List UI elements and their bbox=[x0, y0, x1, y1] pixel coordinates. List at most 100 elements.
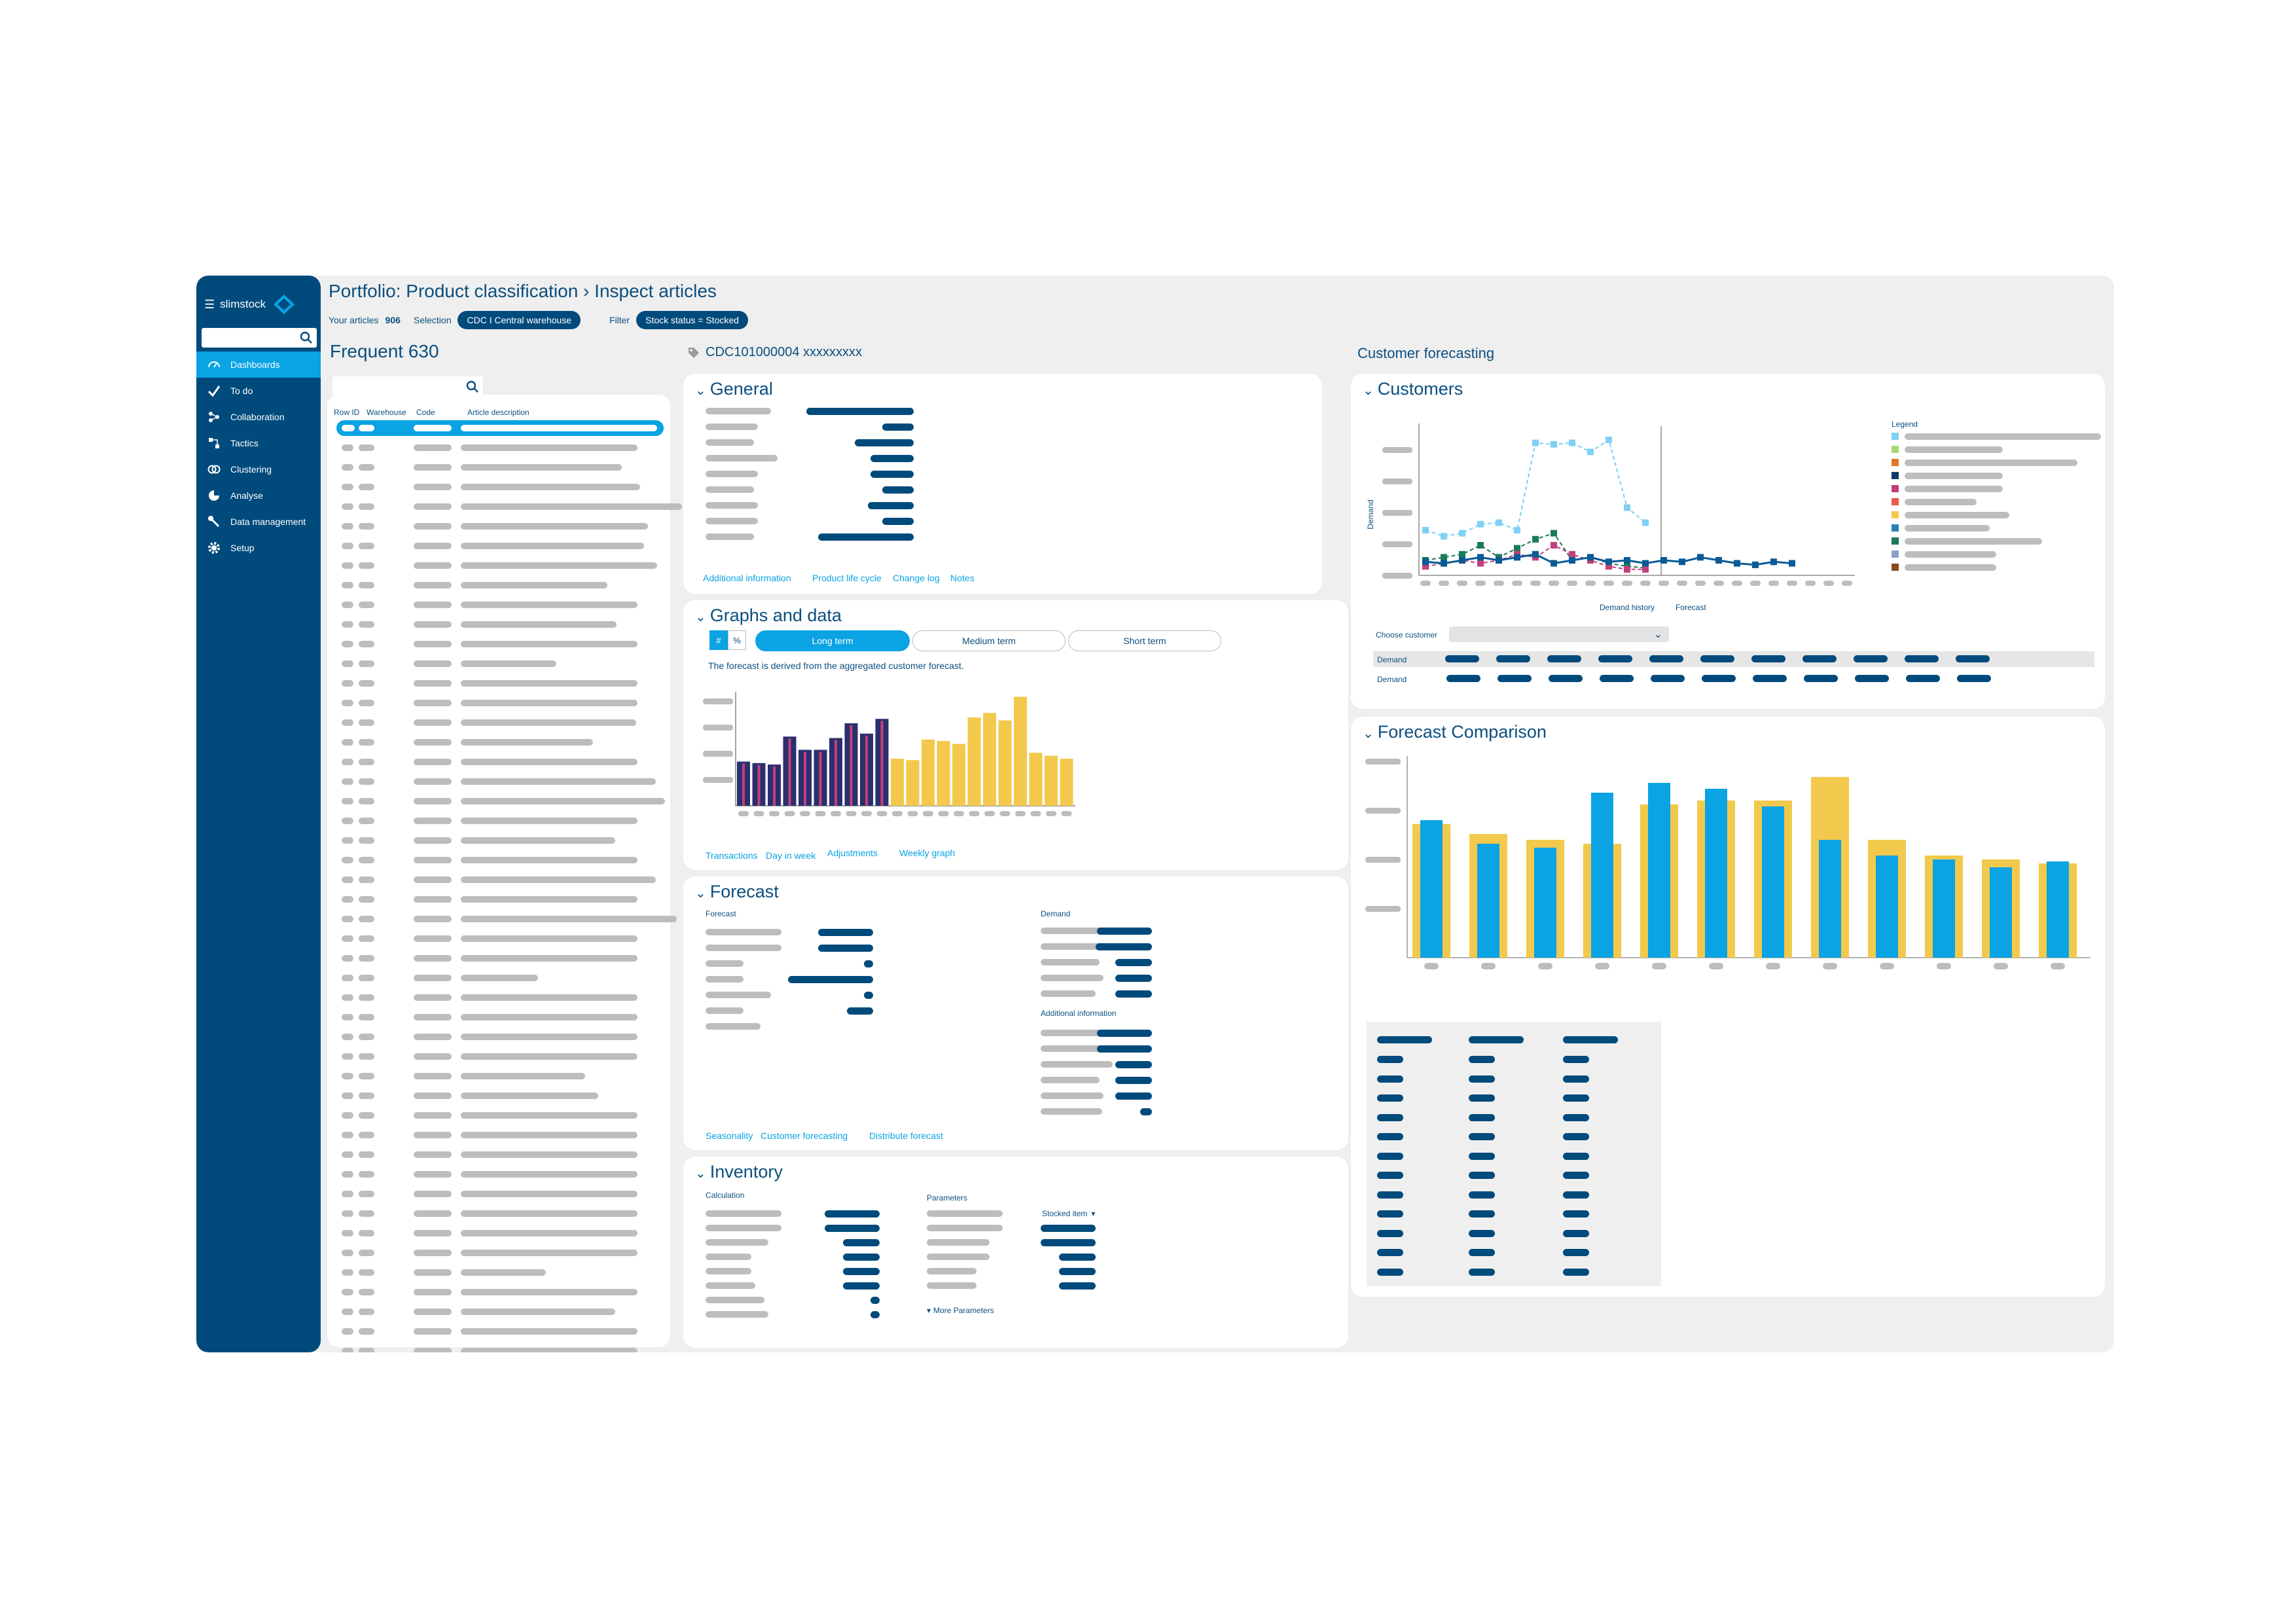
link-weekly-graph[interactable]: Weekly graph bbox=[899, 848, 956, 858]
series-marker bbox=[1441, 560, 1447, 567]
customers-y-axis-label: Demand bbox=[1366, 499, 1375, 530]
forecast-comparison-card: ⌄ Forecast Comparison bbox=[1351, 717, 2105, 1297]
sidebar-item-label: Clustering bbox=[230, 464, 272, 475]
calculation-value bbox=[825, 1210, 880, 1218]
x-tick-label bbox=[1937, 963, 1951, 969]
stocked-item-dropdown[interactable]: Stocked item ▾ bbox=[1042, 1209, 1095, 1218]
sidebar-search-input[interactable] bbox=[202, 328, 317, 348]
cell-code bbox=[414, 876, 452, 883]
sidebar-item-todo[interactable]: To do bbox=[196, 378, 321, 404]
legend-swatch bbox=[1892, 564, 1899, 571]
toggle-absolute-button[interactable]: # bbox=[709, 630, 728, 650]
article-list-panel: Row ID Warehouse Code Article descriptio… bbox=[327, 376, 682, 1352]
link-adjustments[interactable]: Adjustments bbox=[827, 848, 878, 858]
link-distribute-forecast[interactable]: Distribute forecast bbox=[869, 1130, 943, 1141]
cell-code bbox=[414, 1092, 452, 1099]
series-marker bbox=[1624, 566, 1630, 573]
forecast-comparison-header[interactable]: ⌄ Forecast Comparison bbox=[1363, 722, 1547, 742]
cell-code bbox=[414, 798, 452, 804]
link-additional-information[interactable]: Additional information bbox=[703, 573, 791, 583]
legend-swatch bbox=[1892, 498, 1899, 505]
cell-description bbox=[461, 1171, 637, 1178]
field-value bbox=[806, 408, 914, 415]
x-tick-label bbox=[1695, 581, 1706, 586]
collaboration-icon bbox=[209, 412, 219, 422]
cell-warehouse bbox=[359, 837, 374, 844]
column-header-row-id[interactable]: Row ID bbox=[334, 408, 360, 417]
series-marker bbox=[1477, 520, 1484, 528]
actual-bar bbox=[1990, 867, 2012, 958]
tab-medium-term[interactable]: Medium term bbox=[912, 630, 1066, 651]
sidebar-item-data-management[interactable]: Data management bbox=[196, 509, 321, 535]
inventory-header[interactable]: ⌄ Inventory bbox=[695, 1162, 783, 1182]
y-tick-label bbox=[1365, 857, 1401, 863]
cell-row-id bbox=[342, 680, 353, 687]
y-tick-label bbox=[1365, 759, 1401, 765]
series-marker bbox=[1459, 530, 1465, 537]
general-header[interactable]: ⌄ General bbox=[695, 379, 773, 399]
cell-code bbox=[414, 543, 452, 549]
series-marker bbox=[1496, 519, 1502, 526]
link-transactions[interactable]: Transactions bbox=[706, 850, 758, 861]
column-header-warehouse[interactable]: Warehouse bbox=[367, 408, 406, 417]
cell-warehouse bbox=[359, 484, 374, 490]
table-cell bbox=[1469, 1268, 1495, 1276]
toggle-percent-button[interactable]: % bbox=[728, 630, 746, 650]
cell-description bbox=[461, 582, 607, 588]
x-tick-label bbox=[1768, 581, 1779, 586]
column-header-article-description[interactable]: Article description bbox=[467, 408, 529, 417]
sidebar-item-collaboration[interactable]: Collaboration bbox=[196, 404, 321, 430]
demand-cell bbox=[1446, 675, 1480, 682]
link-seasonality[interactable]: Seasonality bbox=[706, 1130, 753, 1141]
app-window: ☰ slimstock Dashboards To do Collaborati… bbox=[196, 276, 2114, 1352]
forecast-header[interactable]: ⌄ Forecast bbox=[695, 882, 779, 902]
cell-warehouse bbox=[359, 975, 374, 981]
link-product-life-cycle[interactable]: Product life cycle bbox=[812, 573, 882, 583]
link-notes[interactable]: Notes bbox=[950, 573, 975, 583]
tab-long-term[interactable]: Long term bbox=[755, 630, 910, 651]
graphs-header[interactable]: ⌄ Graphs and data bbox=[695, 605, 842, 626]
cell-description bbox=[461, 1053, 637, 1060]
additional-value bbox=[1097, 1030, 1152, 1037]
cell-code bbox=[414, 1250, 452, 1256]
series-marker bbox=[1569, 439, 1575, 446]
customers-line-chart bbox=[1382, 424, 1855, 586]
cell-warehouse bbox=[359, 955, 374, 962]
table-header-cell bbox=[1563, 1036, 1618, 1043]
cell-description bbox=[461, 1348, 637, 1352]
series-marker bbox=[1587, 448, 1594, 456]
sidebar-item-dashboards[interactable]: Dashboards bbox=[196, 352, 321, 378]
sidebar-item-setup[interactable]: Setup bbox=[196, 535, 321, 561]
cell-description bbox=[461, 975, 538, 981]
series-marker bbox=[1642, 519, 1649, 526]
filter-pill[interactable]: Stock status = Stocked bbox=[636, 311, 748, 329]
legend-swatch bbox=[1892, 524, 1899, 532]
sidebar-item-analyse[interactable]: Analyse bbox=[196, 482, 321, 509]
customers-header[interactable]: ⌄ Customers bbox=[1363, 379, 1463, 399]
series-marker bbox=[1715, 557, 1722, 564]
demand-cell bbox=[1547, 655, 1581, 662]
list-search-input[interactable] bbox=[332, 376, 483, 397]
sidebar-item-label: Analyse bbox=[230, 490, 263, 501]
link-customer-forecasting[interactable]: Customer forecasting bbox=[761, 1130, 848, 1141]
sidebar-item-tactics[interactable]: Tactics bbox=[196, 430, 321, 456]
cell-warehouse bbox=[359, 719, 374, 726]
tab-short-term[interactable]: Short term bbox=[1068, 630, 1221, 651]
cell-row-id bbox=[342, 660, 353, 667]
cell-warehouse bbox=[359, 1112, 374, 1119]
selection-pill[interactable]: CDC I Central warehouse bbox=[457, 311, 581, 329]
sidebar-item-clustering[interactable]: Clustering bbox=[196, 456, 321, 482]
search-icon bbox=[300, 331, 312, 344]
cell-warehouse bbox=[359, 1092, 374, 1099]
hamburger-menu-icon[interactable]: ☰ bbox=[204, 297, 215, 311]
table-cell bbox=[1469, 1229, 1495, 1237]
more-parameters-toggle[interactable]: ▾ More Parameters bbox=[927, 1306, 994, 1315]
history-bar-highlight bbox=[819, 751, 822, 806]
link-day-in-week[interactable]: Day in week bbox=[766, 850, 816, 861]
choose-customer-select[interactable]: ⌄ bbox=[1449, 626, 1669, 642]
link-change-log[interactable]: Change log bbox=[893, 573, 940, 583]
column-header-code[interactable]: Code bbox=[416, 408, 435, 417]
parameter-value bbox=[1041, 1239, 1096, 1246]
table-cell bbox=[1469, 1210, 1495, 1218]
series-marker bbox=[1422, 563, 1429, 570]
